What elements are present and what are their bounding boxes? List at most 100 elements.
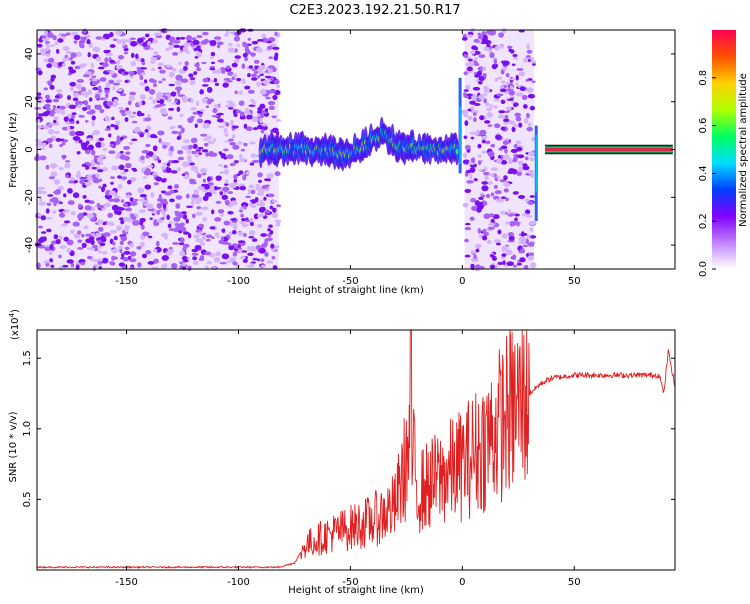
noise-blob <box>95 156 104 162</box>
noise-blob <box>224 199 230 206</box>
noise-blob <box>202 31 209 36</box>
noise-blob <box>231 229 237 235</box>
noise-blob <box>95 36 103 40</box>
noise-blob <box>210 56 214 60</box>
noise-blob <box>221 253 230 260</box>
noise-blob <box>148 96 153 100</box>
noise-blob <box>210 51 216 57</box>
noise-blob <box>244 85 251 90</box>
noise-blob <box>482 72 487 78</box>
noise-blob <box>80 142 88 148</box>
noise-blob <box>99 108 105 114</box>
noise-blob <box>266 173 274 179</box>
noise-blob <box>225 122 230 127</box>
colorbar-tick-label: 0.4 <box>698 165 709 181</box>
noise-blob <box>230 119 234 126</box>
noise-blob <box>102 251 108 255</box>
noise-blob <box>253 213 259 220</box>
noise-blob <box>47 194 54 197</box>
noise-blob <box>487 151 495 157</box>
noise-blob <box>243 142 248 147</box>
noise-blob <box>472 112 477 116</box>
noise-blob <box>489 254 495 258</box>
noise-blob <box>92 130 101 135</box>
noise-blob <box>196 67 202 72</box>
noise-blob <box>200 39 208 45</box>
noise-blob <box>100 142 105 148</box>
noise-blob <box>82 106 88 111</box>
noise-blob <box>213 256 221 263</box>
noise-blob <box>471 109 479 114</box>
noise-blob <box>467 115 473 121</box>
noise-blob <box>249 230 255 236</box>
noise-blob <box>95 141 103 148</box>
noise-blob <box>139 133 144 138</box>
noise-blob <box>180 127 185 134</box>
noise-blob <box>91 149 96 156</box>
noise-blob <box>181 211 187 215</box>
noise-blob <box>71 112 77 116</box>
noise-blob <box>46 107 51 111</box>
noise-blob <box>246 246 251 252</box>
noise-blob <box>125 109 132 116</box>
noise-blob <box>185 218 189 224</box>
noise-blob <box>215 175 222 181</box>
noise-blob <box>464 254 471 258</box>
noise-blob <box>145 168 151 174</box>
noise-blob <box>168 46 173 50</box>
noise-blob <box>162 203 167 210</box>
noise-blob <box>478 196 484 201</box>
noise-blob <box>98 245 102 249</box>
noise-blob <box>220 236 225 241</box>
noise-blob <box>479 129 487 136</box>
noise-blob <box>86 111 94 115</box>
noise-blob <box>239 206 244 210</box>
noise-blob <box>195 211 203 216</box>
noise-blob <box>477 154 482 158</box>
noise-blob <box>68 69 77 74</box>
noise-blob <box>493 105 498 109</box>
noise-blob <box>167 223 172 229</box>
y-tick-label: 1.5 <box>22 350 33 366</box>
noise-blob <box>267 193 275 198</box>
noise-blob <box>60 109 66 115</box>
noise-blob <box>140 224 145 230</box>
noise-blob <box>249 245 257 252</box>
noise-blob <box>104 128 111 131</box>
noise-blob <box>159 98 165 105</box>
noise-blob <box>113 236 118 241</box>
noise-blob <box>72 92 80 98</box>
noise-blob <box>219 261 227 265</box>
noise-blob <box>91 244 99 249</box>
noise-blob <box>109 70 115 75</box>
noise-blob <box>258 70 263 75</box>
noise-blob <box>191 248 199 253</box>
noise-blob <box>112 86 116 91</box>
noise-blob <box>175 74 183 81</box>
noise-blob <box>276 204 282 208</box>
colorbar-tick-label: 0.6 <box>698 118 709 134</box>
noise-blob <box>258 247 266 254</box>
noise-blob <box>272 94 278 101</box>
noise-blob <box>212 138 217 142</box>
noise-blob <box>168 83 175 87</box>
noise-blob <box>54 108 63 114</box>
noise-blob <box>99 242 106 247</box>
noise-blob <box>217 125 225 129</box>
noise-blob <box>84 205 92 211</box>
noise-blob <box>526 49 533 54</box>
spectrogram-ticks: -150 -100 -50 0 50 -40 -20 0 20 40 <box>24 30 675 287</box>
noise-blob <box>157 130 165 136</box>
noise-blob <box>91 120 95 127</box>
noise-blob <box>37 98 45 104</box>
noise-blob <box>190 98 194 104</box>
noise-blob <box>497 261 504 265</box>
noise-blob <box>180 226 187 233</box>
noise-blob <box>147 260 155 265</box>
noise-blob <box>242 41 247 47</box>
noise-blob <box>219 59 224 64</box>
noise-blob <box>142 205 147 209</box>
noise-blob <box>78 114 85 118</box>
noise-blob <box>46 202 52 206</box>
noise-blob <box>240 148 245 152</box>
